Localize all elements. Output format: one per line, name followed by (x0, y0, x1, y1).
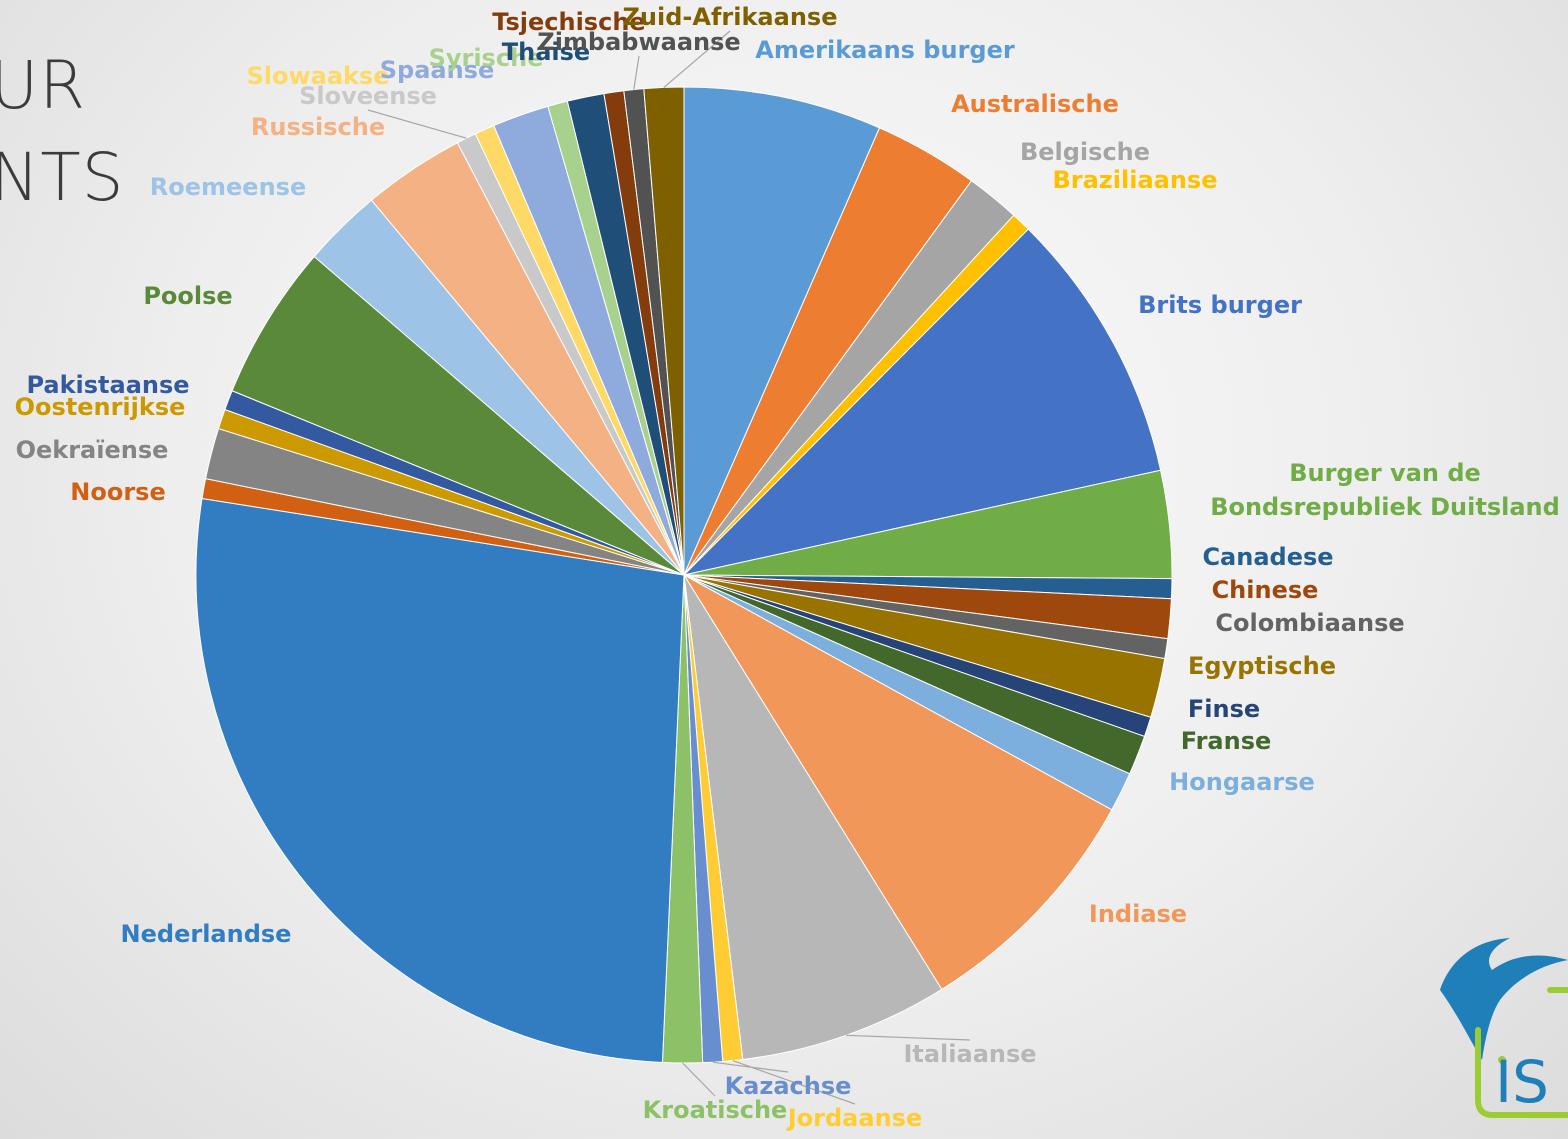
pie-label-italiaanse: Italiaanse (903, 1040, 1036, 1068)
pie-label-tsjechische: Tsjechische (492, 8, 645, 36)
leader-line-kazachse (712, 1061, 789, 1073)
pie-label-braziliaanse: Braziliaanse (1052, 166, 1217, 194)
leader-line-sloveense (367, 109, 467, 139)
pie-slice-brits-burger (682, 228, 1162, 576)
pie-label-franse: Franse (1181, 727, 1272, 755)
label-leader-lines (367, 30, 971, 1105)
pie-label-zimbabwaanse: Zimbabwaanse (537, 28, 740, 56)
pie-label-kazachse: Kazachse (725, 1072, 852, 1100)
pie-label-noorse: Noorse (70, 478, 165, 506)
leader-line-zimbabwaanse (633, 55, 640, 90)
pie-label-finse: Finse (1188, 695, 1260, 723)
logo-dot (1498, 1056, 1506, 1064)
logo-text: IS (1495, 1048, 1549, 1116)
pie-slice-indiase (682, 573, 1113, 991)
leader-line-kroatische (682, 1062, 716, 1097)
slide-title-line-2: NTS (0, 139, 125, 216)
pie-labels: Amerikaans burgerAustralischeBelgischeBr… (15, 3, 1560, 1132)
pie-label-oekraiense: Oekraïense (16, 436, 169, 464)
organization-logo: IS (1430, 920, 1568, 1125)
pie-label-canadese: Canadese (1202, 543, 1333, 571)
pie-label-chinese: Chinese (1212, 576, 1319, 604)
slide-title-line-1: UR (0, 47, 87, 124)
pie-slices (195, 86, 1173, 1064)
leader-line-zuid-afrikaanse (663, 30, 731, 88)
pie-slice-poolse (231, 255, 685, 576)
pie-label-burger-van-de-bondsrepubliek-duitsland: Burger van de Bondsrepubliek Duitsland (1210, 459, 1560, 521)
pie-label-colombiaanse: Colombiaanse (1215, 609, 1404, 637)
pie-label-syrische: Syrische (429, 44, 544, 72)
pie-label-pakistaanse: Pakistaanse (26, 371, 189, 399)
pie-label-russische: Russische (251, 113, 385, 141)
pie-label-brits-burger: Brits burger (1138, 291, 1302, 319)
pie-label-spaanse: Spaanse (380, 56, 495, 84)
pie-label-poolse: Poolse (143, 282, 232, 310)
swallow-bird-icon (1440, 938, 1568, 1060)
logo-frame (1475, 987, 1568, 1118)
pie-slice-zuid-afrikaanse (643, 86, 685, 576)
pie-slice-italiaanse (683, 574, 943, 1061)
pie-label-kroatische: Kroatische (643, 1096, 788, 1124)
pie-label-oostenrijkse: Oostenrijkse (15, 393, 186, 421)
leader-line-italiaanse (846, 1034, 971, 1041)
pie-label-zuid-afrikaanse: Zuid-Afrikaanse (623, 3, 838, 31)
pie-label-amerikaans-burger: Amerikaans burger (755, 36, 1015, 64)
pie-label-jordaanse: Jordaanse (786, 1104, 922, 1132)
pie-slice-nederlandse (195, 497, 685, 1064)
pie-label-slowaakse: Slowaakse (246, 62, 389, 90)
pie-label-australische: Australische (951, 90, 1119, 118)
pie-label-sloveense: Sloveense (299, 82, 437, 110)
pie-label-thaise: Thaise (502, 38, 590, 66)
pie-label-line: Burger van de (1289, 459, 1481, 487)
pie-label-roemeense: Roemeense (150, 173, 306, 201)
pie-label-hongaarse: Hongaarse (1169, 768, 1315, 796)
pie-label-nederlandse: Nederlandse (121, 920, 292, 948)
pie-label-line: Bondsrepubliek Duitsland (1210, 493, 1560, 521)
slide-title: UR NTS (0, 40, 125, 224)
pie-label-indiase: Indiase (1089, 900, 1187, 928)
pie-slice-amerikaans-burger (683, 86, 881, 576)
pie-label-egyptische: Egyptische (1188, 652, 1336, 680)
pie-label-belgische: Belgische (1020, 138, 1150, 166)
